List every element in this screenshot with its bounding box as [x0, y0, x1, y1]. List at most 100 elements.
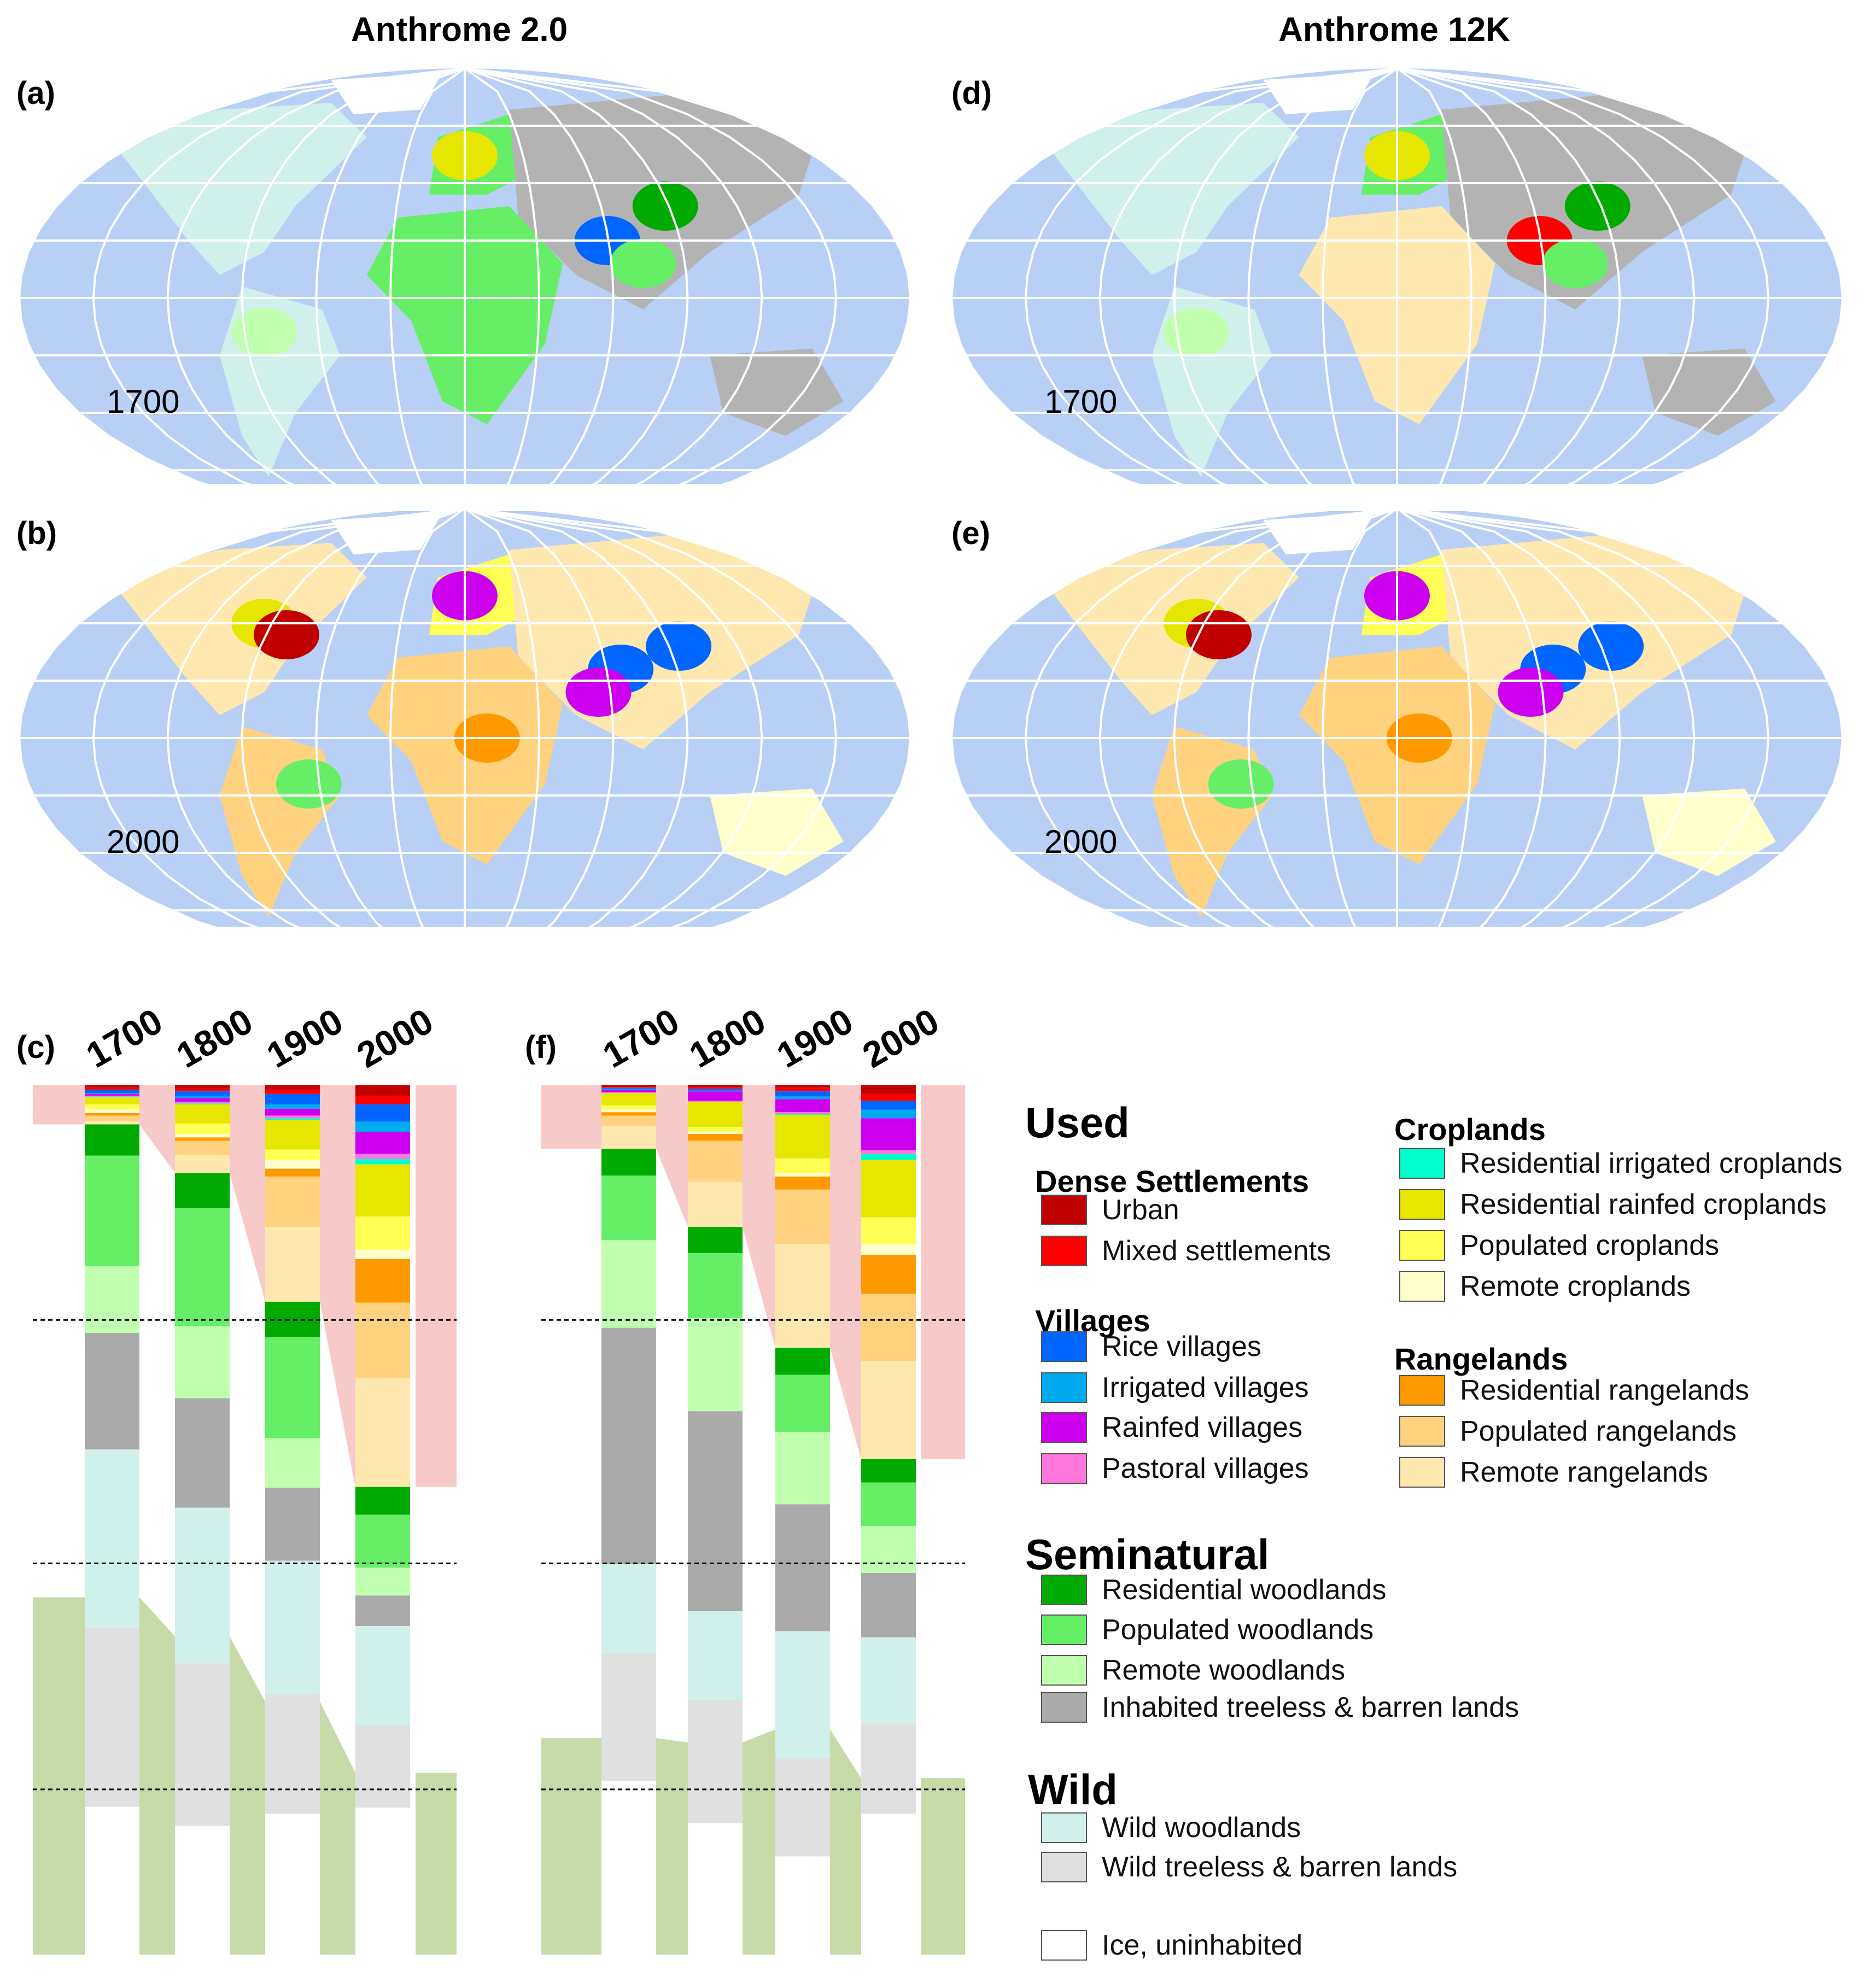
bar-segment — [601, 1653, 656, 1781]
bar-segment — [601, 1109, 656, 1113]
legend-label-res_wood: Residential woodlands — [1102, 1574, 1386, 1606]
bar-segment — [861, 1294, 916, 1361]
bar-segment — [265, 1089, 320, 1094]
bar-segment — [688, 1101, 743, 1102]
bar-segment — [861, 1637, 916, 1724]
used-shade — [416, 1085, 457, 1487]
bar-segment — [265, 1120, 320, 1150]
graticule-meridian — [166, 68, 465, 484]
land-cover-patch — [1208, 759, 1274, 809]
graticule-meridian — [1396, 511, 1621, 927]
bar-segment — [355, 1487, 410, 1515]
legend-items: Urban Mixed settlements Rice villages Irrig… — [1041, 1148, 1843, 1961]
column-year-label: 2000 — [350, 1001, 440, 1076]
legend-label-ice: Ice, uninhabited — [1102, 1929, 1302, 1961]
north-america — [1041, 103, 1299, 275]
bar-segment — [85, 1097, 139, 1104]
bar-segment — [861, 1572, 916, 1637]
bar-segment — [355, 1132, 410, 1154]
legend-swatch-res_range — [1399, 1375, 1445, 1406]
bar-segment — [175, 1096, 230, 1098]
graticule-meridian — [1098, 68, 1398, 484]
legend-swatch-pop_wood — [1041, 1615, 1087, 1645]
bar-segment — [85, 1096, 139, 1097]
bar-segment — [85, 1124, 139, 1156]
bar-segment — [861, 1217, 916, 1244]
bar-segment — [688, 1091, 743, 1101]
bar-segment — [775, 1348, 830, 1375]
map-year-e: 2000 — [1044, 823, 1117, 860]
graticule-meridian — [1322, 511, 1398, 927]
graticule-meridian — [1396, 68, 1843, 484]
title-anthrome-12k: Anthrome 12K — [1278, 11, 1510, 49]
graticule-meridian — [464, 68, 540, 484]
bar-segment — [775, 1112, 830, 1114]
graticule-meridian — [389, 511, 466, 927]
legend-label-irrigated: Irrigated villages — [1102, 1372, 1309, 1403]
legend-label-mixed: Mixed settlements — [1102, 1235, 1331, 1267]
bar-segment — [175, 1140, 230, 1155]
australia — [710, 788, 844, 876]
bar-segment — [355, 1567, 410, 1596]
land-cover-patch — [565, 668, 632, 717]
graticule-meridian — [1396, 68, 1621, 484]
legend: Used Dense Settlements Villages Cropland… — [1025, 1098, 1843, 1961]
map-year-b: 2000 — [107, 823, 179, 860]
bar-segment — [775, 1091, 830, 1097]
bar-segment — [688, 1140, 743, 1182]
bar-segment — [265, 1104, 320, 1109]
bar-segment — [355, 1378, 410, 1487]
bar-segment — [355, 1249, 410, 1259]
panel-label-c: (c) — [16, 1029, 55, 1065]
graticule-meridian — [1396, 68, 1770, 484]
bar-segment — [861, 1244, 916, 1255]
wild-shade — [139, 1597, 175, 1955]
bar-segment — [175, 1398, 230, 1508]
graticule-meridian — [1247, 511, 1398, 927]
bar-segment — [861, 1118, 916, 1151]
legend-swatch-res_irr_crop — [1399, 1148, 1445, 1179]
bar-segment — [775, 1244, 830, 1348]
legend-swatch-res_wood — [1041, 1575, 1087, 1605]
bar-segment — [265, 1560, 320, 1694]
bar-segment — [688, 1134, 743, 1141]
bar-segment — [861, 1093, 916, 1101]
legend-heading-wild: Wild — [1028, 1765, 1118, 1814]
panel-label-d: (d) — [951, 75, 992, 111]
legend-swatch-rainfed — [1041, 1412, 1087, 1443]
bar-segment — [688, 1132, 743, 1134]
bar-segment — [355, 1595, 410, 1626]
legend-swatch-remote_range — [1399, 1457, 1445, 1488]
legend-swatch-irrigated — [1041, 1372, 1087, 1403]
map-body — [951, 511, 1843, 927]
graticule-meridian — [389, 68, 466, 484]
bar-segment — [601, 1105, 656, 1110]
legend-swatch-ice — [1041, 1930, 1087, 1961]
graticule-meridian — [1173, 68, 1398, 484]
graticule-meridian — [464, 511, 540, 927]
bar-segment — [601, 1085, 656, 1087]
bar-segment — [355, 1159, 410, 1165]
bar-segment — [85, 1449, 139, 1628]
bar-segment — [85, 1087, 139, 1090]
map-year-a: 1700 — [107, 383, 179, 420]
bar-segment — [265, 1488, 320, 1561]
bar-segment — [85, 1093, 139, 1096]
bar-segment — [355, 1154, 410, 1160]
bar-segment — [688, 1085, 743, 1087]
bar-segment — [265, 1337, 320, 1438]
australia — [1642, 348, 1776, 436]
panel-label-f: (f) — [525, 1029, 557, 1065]
legend-label-pop_range: Populated rangelands — [1460, 1415, 1737, 1447]
land-cover-patch — [632, 182, 698, 231]
graticule-meridian — [1173, 511, 1398, 927]
legend-swatch-urban — [1041, 1195, 1087, 1225]
bar-segment — [688, 1090, 743, 1092]
land-cover-patch — [254, 610, 319, 659]
bar-segment — [265, 1149, 320, 1160]
legend-swatch-remote_wood — [1041, 1655, 1087, 1686]
bar-segment — [775, 1504, 830, 1631]
bar-segment — [775, 1099, 830, 1113]
graticule-meridian — [92, 68, 465, 484]
